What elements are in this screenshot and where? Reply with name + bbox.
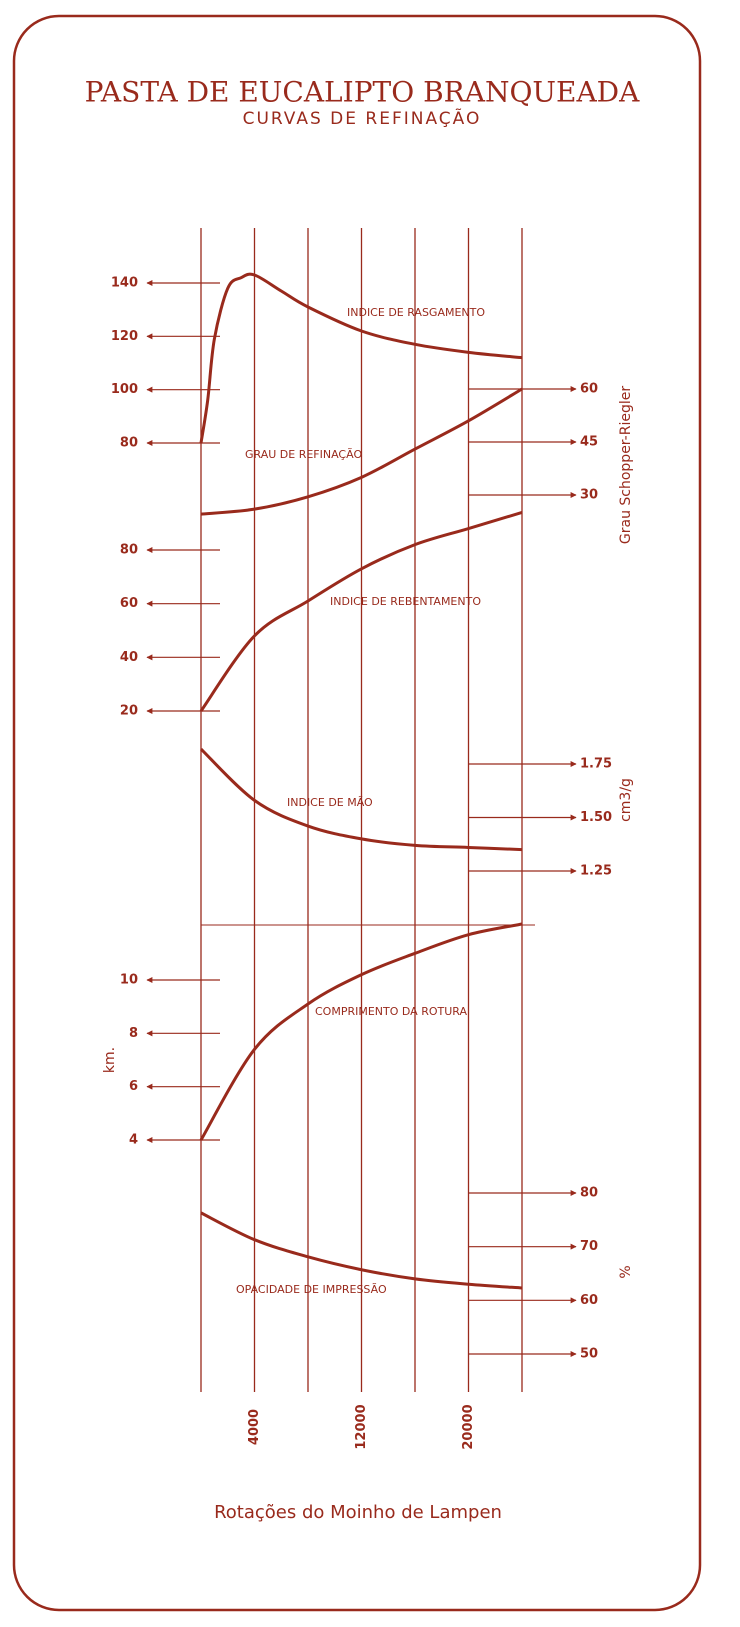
curve-label: OPACIDADE DE IMPRESSÃO [236, 1283, 387, 1296]
y-axis-title: Grau Schopper-Riegler [618, 386, 634, 544]
y-tick-label: 45 [580, 435, 598, 450]
curve [200, 1211, 523, 1290]
y-tick-label: 80 [120, 543, 138, 558]
y-tick-label: 70 [580, 1239, 598, 1254]
y-axis-title: % [618, 1265, 634, 1278]
y-tick-label: 80 [580, 1186, 598, 1201]
y-tick-label: 40 [120, 650, 138, 665]
curve-label: INDICE DE RASGAMENTO [347, 306, 485, 319]
chart-subtitle: CURVAS DE REFINAÇÃO [243, 107, 482, 129]
y-tick-label: 6 [129, 1079, 138, 1094]
y-tick-label: 1.25 [580, 864, 612, 879]
y-tick-label: 120 [111, 329, 138, 344]
curve [199, 272, 523, 444]
curve [199, 510, 523, 712]
y-tick-label: 30 [580, 488, 598, 503]
y-tick-label: 100 [111, 382, 138, 397]
y-tick-label: 1.75 [580, 757, 612, 772]
curve [199, 922, 523, 1141]
y-tick-label: 10 [120, 973, 138, 988]
y-tick-label: 4 [129, 1133, 138, 1148]
y-tick-label: 8 [129, 1026, 138, 1041]
y-tick-label: 20 [120, 704, 138, 719]
y-tick-label: 60 [580, 1293, 598, 1308]
curve-label: GRAU DE REFINAÇÃO [245, 448, 362, 461]
x-tick-label: 20000 [461, 1404, 476, 1449]
y-tick-label: 140 [111, 276, 138, 291]
x-tick-label: 4000 [247, 1409, 262, 1445]
curve-label: INDICE DE MÃO [287, 796, 373, 809]
y-axis-title: cm3/g [618, 778, 634, 822]
x-tick-label: 12000 [354, 1404, 369, 1449]
curve [199, 747, 523, 852]
curve-label: COMPRIMENTO DA ROTURA [315, 1005, 467, 1018]
curve-label: INDICE DE REBENTAMENTO [330, 595, 481, 608]
y-tick-label: 50 [580, 1347, 598, 1362]
curve [200, 387, 523, 516]
frame [12, 14, 702, 1612]
y-axis-title: km. [102, 1047, 118, 1073]
chart-title: PASTA DE EUCALIPTO BRANQUEADA [85, 76, 640, 109]
y-tick-label: 1.50 [580, 810, 612, 825]
y-tick-label: 60 [580, 382, 598, 397]
y-tick-label: 60 [120, 596, 138, 611]
y-tick-label: 80 [120, 436, 138, 451]
x-axis-title: Rotações do Moinho de Lampen [214, 1502, 502, 1523]
